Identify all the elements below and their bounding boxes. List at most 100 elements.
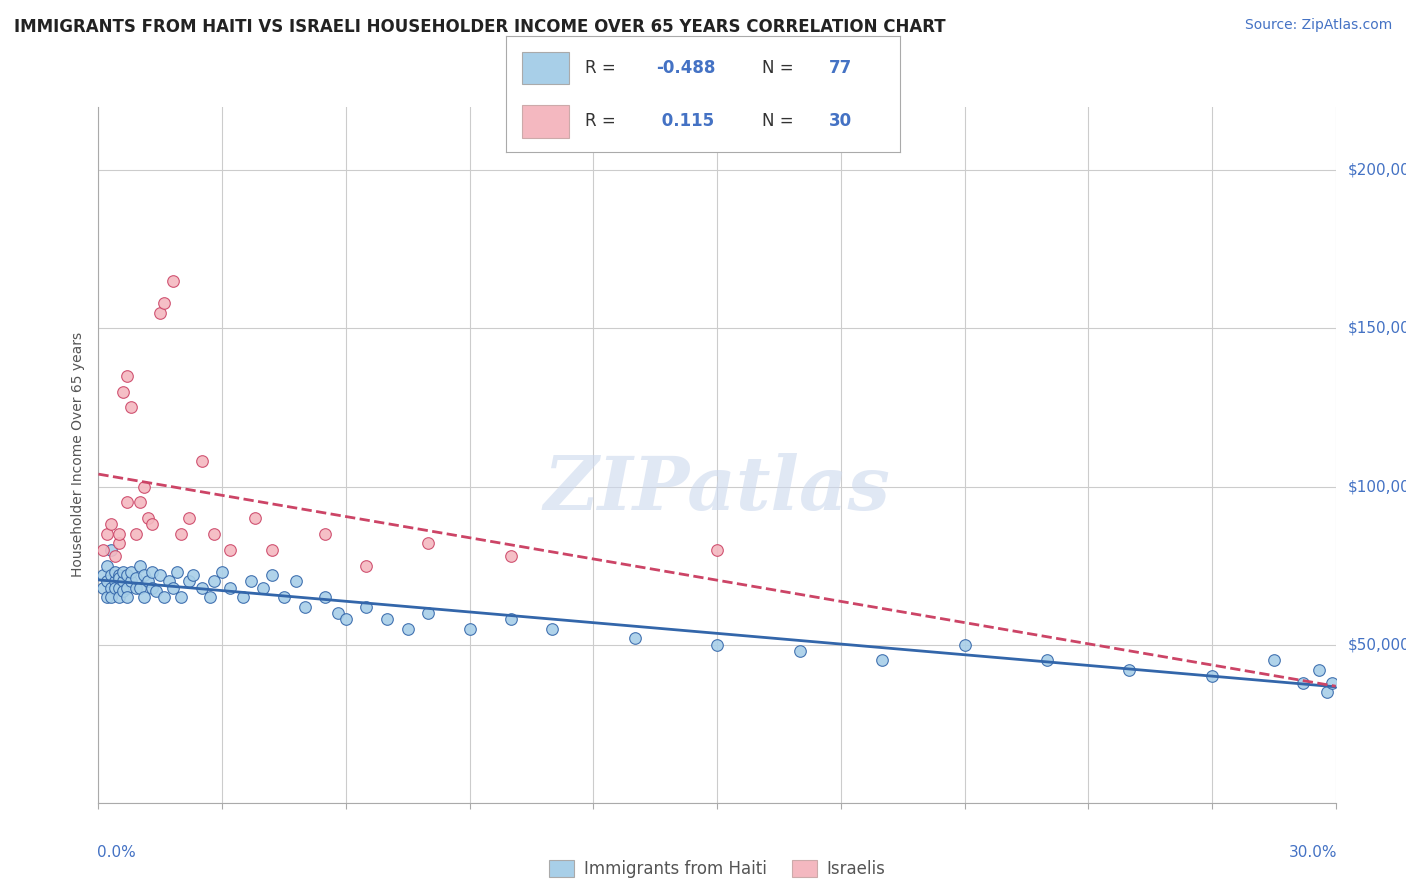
Y-axis label: Householder Income Over 65 years: Householder Income Over 65 years (72, 333, 86, 577)
Text: ZIPatlas: ZIPatlas (544, 453, 890, 526)
Point (108, 591, 131, 605)
Point (170, 591, 193, 605)
Point (100, 542, 122, 557)
Point (132, 479, 155, 493)
Text: 0.115: 0.115 (655, 112, 714, 130)
Point (260, 568, 283, 582)
Point (211, 565, 233, 579)
Point (149, 305, 172, 319)
Point (149, 568, 172, 582)
Point (117, 568, 139, 582)
Point (136, 511, 159, 525)
Point (870, 653, 893, 667)
Point (141, 517, 163, 532)
Point (260, 542, 283, 557)
Point (91, 568, 114, 582)
Point (132, 568, 155, 582)
Point (145, 583, 167, 598)
Text: 77: 77 (830, 59, 852, 77)
Text: $150,000: $150,000 (1348, 321, 1406, 336)
Point (162, 581, 184, 595)
Text: $200,000: $200,000 (1348, 163, 1406, 178)
Point (112, 565, 135, 579)
Point (181, 568, 204, 582)
Point (96, 527, 118, 541)
Point (104, 574, 127, 589)
Point (1292, 675, 1315, 690)
Point (356, 599, 378, 614)
FancyBboxPatch shape (522, 52, 569, 85)
Point (100, 568, 122, 582)
Point (953, 638, 976, 652)
Point (120, 565, 142, 579)
Point (157, 574, 180, 589)
Point (1036, 653, 1059, 667)
Legend: Immigrants from Haiti, Israelis: Immigrants from Haiti, Israelis (543, 854, 891, 885)
Point (96, 574, 118, 589)
Point (273, 591, 295, 605)
Point (100, 591, 122, 605)
Text: 30: 30 (830, 112, 852, 130)
Point (1316, 685, 1339, 699)
Point (104, 549, 127, 563)
Point (499, 612, 522, 626)
Point (1263, 653, 1285, 667)
Point (108, 536, 131, 550)
Point (190, 581, 212, 595)
Point (128, 581, 150, 595)
Point (117, 581, 139, 595)
Point (96, 591, 118, 605)
Point (108, 581, 131, 595)
Text: IMMIGRANTS FROM HAITI VS ISRAELI HOUSEHOLDER INCOME OVER 65 YEARS CORRELATION CH: IMMIGRANTS FROM HAITI VS ISRAELI HOUSEHO… (14, 18, 946, 36)
Text: N =: N = (762, 59, 799, 77)
Point (104, 565, 127, 579)
Point (418, 536, 440, 550)
Point (356, 558, 378, 573)
Point (153, 296, 176, 310)
Point (141, 581, 163, 595)
Point (91, 542, 114, 557)
Point (179, 511, 201, 525)
Text: -0.488: -0.488 (655, 59, 716, 77)
Point (170, 527, 193, 541)
Point (108, 527, 131, 541)
Text: $100,000: $100,000 (1348, 479, 1406, 494)
Point (100, 581, 122, 595)
Point (96, 558, 118, 573)
Point (91, 581, 114, 595)
Point (124, 527, 146, 541)
Text: 30.0%: 30.0% (1288, 845, 1337, 860)
Point (541, 622, 564, 636)
Point (112, 574, 135, 589)
Point (108, 568, 131, 582)
Point (240, 574, 263, 589)
Point (124, 581, 146, 595)
Point (219, 581, 242, 595)
FancyBboxPatch shape (522, 105, 569, 137)
Point (108, 571, 131, 585)
Point (1118, 663, 1140, 677)
Point (117, 591, 139, 605)
Point (190, 454, 212, 468)
Point (1308, 663, 1330, 677)
Point (124, 571, 146, 585)
Point (623, 632, 645, 646)
Point (326, 606, 349, 620)
Point (706, 542, 728, 557)
Point (117, 495, 139, 509)
Point (100, 517, 122, 532)
Text: $50,000: $50,000 (1348, 637, 1406, 652)
Point (1201, 669, 1223, 683)
Point (136, 574, 159, 589)
Point (166, 565, 188, 579)
Point (243, 511, 266, 525)
Point (458, 622, 481, 636)
Point (314, 527, 336, 541)
Text: 0.0%: 0.0% (97, 845, 136, 860)
Point (153, 591, 176, 605)
Point (294, 599, 316, 614)
Point (232, 591, 254, 605)
Point (162, 274, 184, 288)
Point (202, 527, 225, 541)
Point (132, 591, 155, 605)
